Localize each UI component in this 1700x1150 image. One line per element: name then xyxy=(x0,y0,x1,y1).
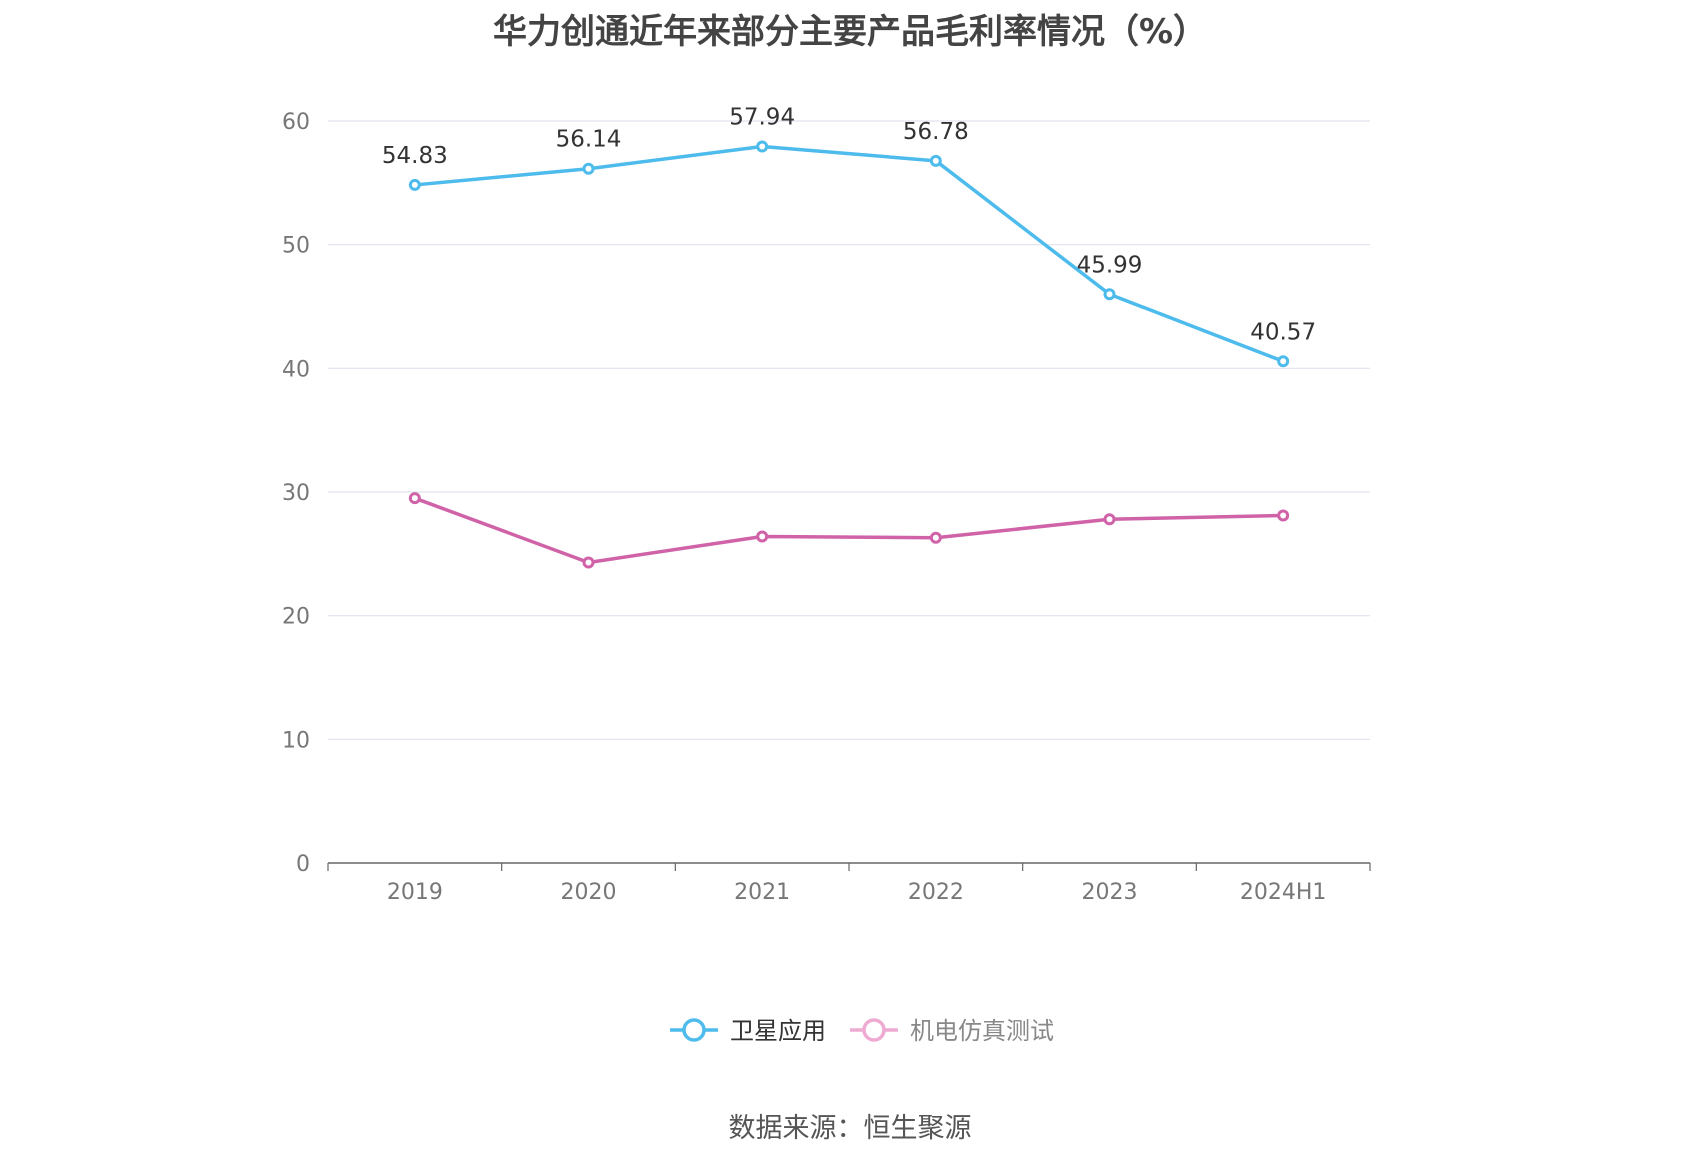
data-point xyxy=(929,531,942,544)
data-point xyxy=(1277,509,1290,522)
data-point xyxy=(1103,288,1116,301)
legend-marker-1 xyxy=(682,1018,706,1042)
y-tick-label: 20 xyxy=(282,605,310,630)
legend-marker-2 xyxy=(862,1018,886,1042)
label-layer: 54.83 56.14 57.94 56.78 45.99 40.57 xyxy=(382,104,1316,345)
data-label: 57.94 xyxy=(729,104,795,130)
data-point xyxy=(756,140,769,153)
data-point xyxy=(1103,513,1116,526)
data-point xyxy=(408,492,421,505)
x-tick-label: 2023 xyxy=(1082,880,1138,905)
data-label: 45.99 xyxy=(1077,252,1143,278)
x-tick-label: 2022 xyxy=(908,880,964,905)
legend-label-2: 机电仿真测试 xyxy=(910,1017,1054,1045)
y-tick-label: 10 xyxy=(282,728,310,753)
series-line-2 xyxy=(414,496,1284,565)
data-source: 数据来源：恒生聚源 xyxy=(728,1113,972,1144)
y-tick-label: 60 xyxy=(282,110,310,135)
grid-layer xyxy=(328,120,1370,740)
legend-label-1: 卫星应用 xyxy=(730,1017,826,1045)
y-tick-label: 30 xyxy=(282,481,310,506)
data-point xyxy=(1277,355,1290,368)
axis-layer: 0 10 20 30 40 50 60 2019 2020 2021 2022 2023 2024H1 xyxy=(282,110,1371,905)
data-label: 56.78 xyxy=(903,119,969,145)
chart-title: 华力创通近年来部分主要产品毛利率情况（%） xyxy=(492,12,1208,52)
x-tick-label: 2021 xyxy=(734,880,790,905)
series-layer xyxy=(408,140,1290,569)
x-tick-label: 2020 xyxy=(561,880,617,905)
data-label: 54.83 xyxy=(382,143,448,169)
x-tick-label: 2019 xyxy=(387,880,443,905)
y-tick-label: 40 xyxy=(282,357,310,382)
data-point xyxy=(408,178,421,191)
legend: 卫星应用 机电仿真测试 xyxy=(670,1017,1054,1045)
x-tick-label: 2024H1 xyxy=(1240,880,1327,905)
data-point xyxy=(582,162,595,175)
series-line-1 xyxy=(414,144,1284,363)
y-tick-label: 0 xyxy=(296,852,310,877)
data-point xyxy=(929,154,942,167)
data-point xyxy=(756,530,769,543)
data-label: 56.14 xyxy=(556,127,622,153)
y-tick-label: 50 xyxy=(282,234,310,259)
data-label: 40.57 xyxy=(1250,319,1316,345)
data-point xyxy=(582,556,595,569)
